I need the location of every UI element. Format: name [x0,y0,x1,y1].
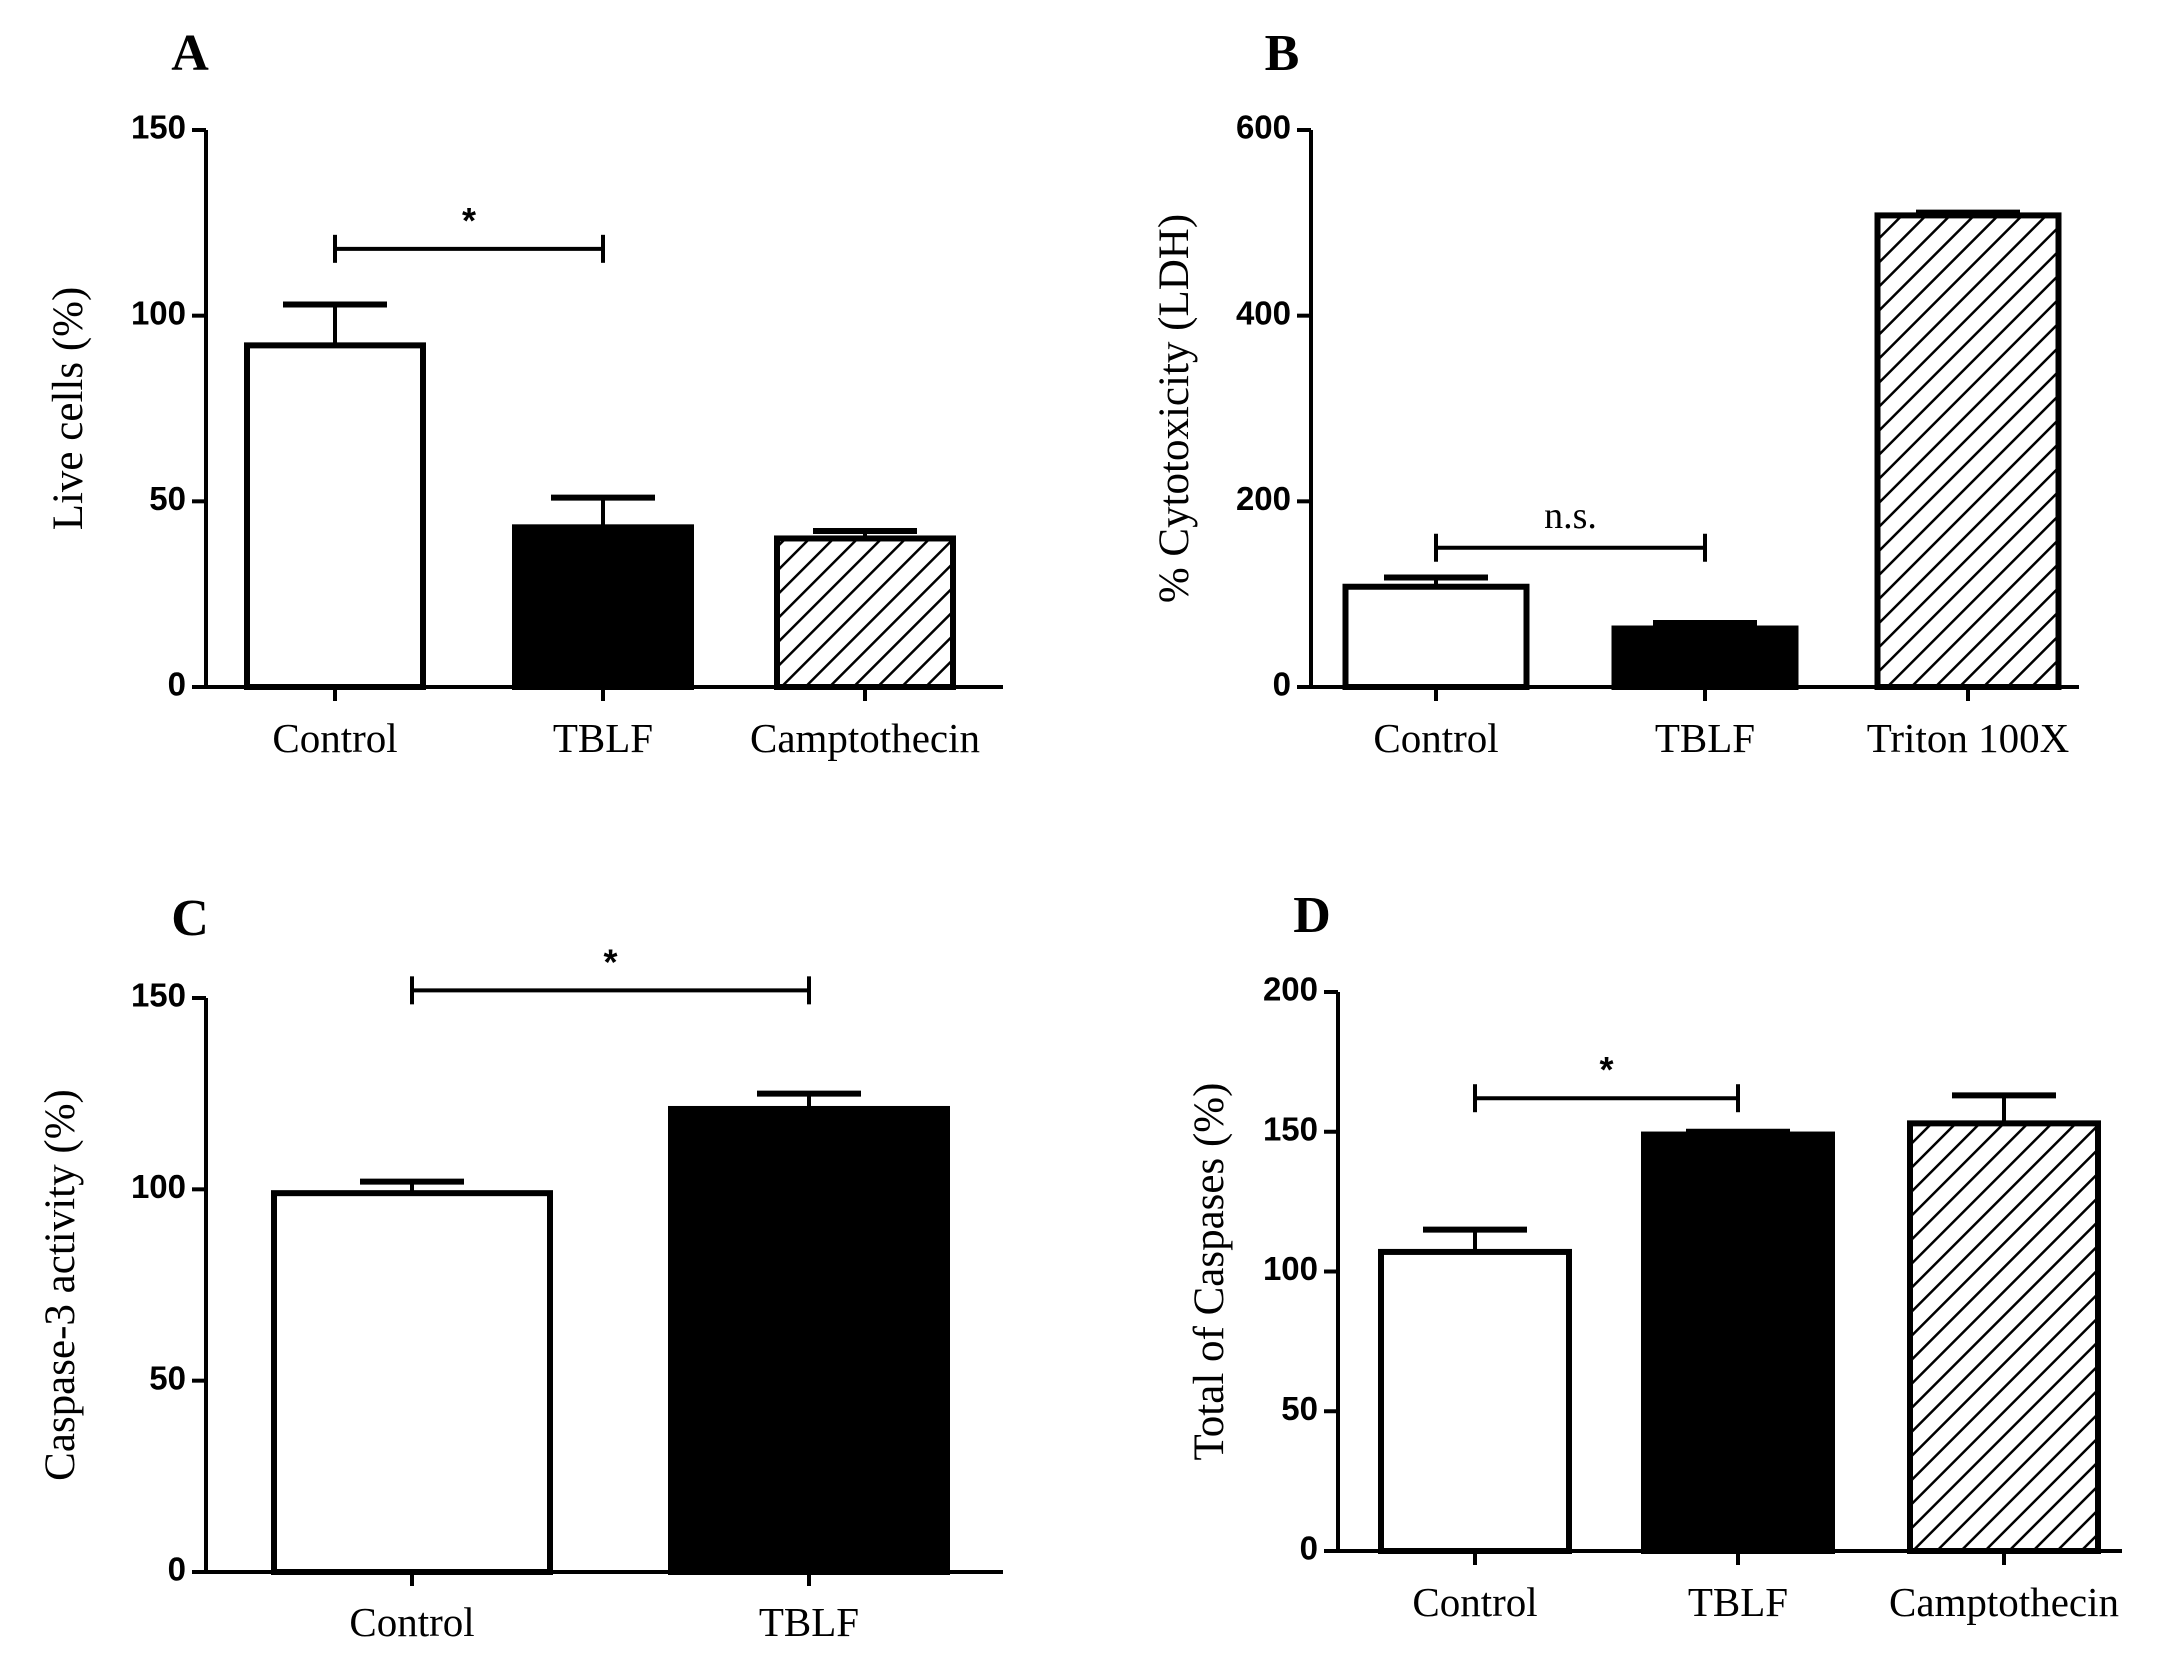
y-tick-label: 150 [1263,1110,1318,1147]
x-tick-label: TBLF [1688,1579,1788,1625]
y-tick-label: 400 [1236,294,1291,331]
panel-label: A [171,25,209,82]
bar-tblf [1611,625,1799,691]
significance-label: * [1599,1049,1613,1090]
y-axis-label: % Cytotoxicity (LDH) [1151,214,1198,603]
bar-tblf [1641,1131,1835,1555]
panel-label: D [1293,887,1331,944]
y-tick-label: 0 [168,1551,186,1588]
y-axis-label: Total of Caspases (%) [1186,1083,1233,1461]
x-tick-label: TBLF [759,1599,859,1645]
y-tick-label: 100 [131,294,186,331]
x-tick-label: TBLF [1655,715,1755,761]
panel-d: D Total of Caspases (%) 0 50 100 150 200 Contro… [1186,887,2122,1625]
bar-tblf [512,524,694,690]
y-tick-label: 100 [131,1168,186,1205]
y-tick-label: 0 [1273,666,1291,703]
panel-label: B [1265,25,1300,82]
bar-control [271,1190,553,1576]
y-axis-label: Live cells (%) [45,287,92,531]
significance-label: n.s. [1544,495,1597,537]
y-tick-label: 150 [131,109,186,146]
y-tick-label: 50 [149,480,186,517]
significance-label: * [603,941,617,982]
y-tick-label: 150 [131,977,186,1014]
y-tick-label: 100 [1263,1250,1318,1287]
bar-control [1342,583,1530,690]
bar-control [1378,1248,1572,1555]
x-tick-label: Control [1373,715,1498,761]
x-tick-label: Camptothecin [750,715,980,761]
y-tick-label: 50 [149,1359,186,1396]
y-tick-label: 0 [1300,1530,1318,1567]
y-tick-label: 200 [1236,480,1291,517]
bar-tblf [668,1105,950,1576]
y-tick-label: 600 [1236,109,1291,146]
x-tick-label: Triton 100X [1867,715,2069,761]
bar-camptothecin [1907,1120,2101,1554]
x-tick-label: Control [1412,1579,1537,1625]
bar-camptothecin [774,535,956,691]
significance-label: * [462,200,476,241]
x-tick-label: Camptothecin [1889,1579,2119,1625]
y-tick-label: 0 [168,666,186,703]
bar-triton-100x [1874,212,2062,690]
x-tick-label: TBLF [553,715,653,761]
y-axis-label: Caspase-3 activity (%) [37,1089,84,1481]
panel-a: A Live cells (%) 0 50 100 150 Control TBLF Campt… [45,25,1003,761]
panel-label: C [171,890,209,947]
panel-b: B % Cytotoxicity (LDH) 0 200 400 600 Control TB… [1151,25,2079,761]
panel-c: C Caspase-3 activity (%) 0 50 100 150 Control T… [37,890,1003,1645]
x-tick-label: Control [349,1599,474,1645]
y-tick-label: 200 [1263,971,1318,1008]
y-tick-label: 50 [1281,1390,1318,1427]
bar-control [244,342,426,690]
x-tick-label: Control [272,715,397,761]
